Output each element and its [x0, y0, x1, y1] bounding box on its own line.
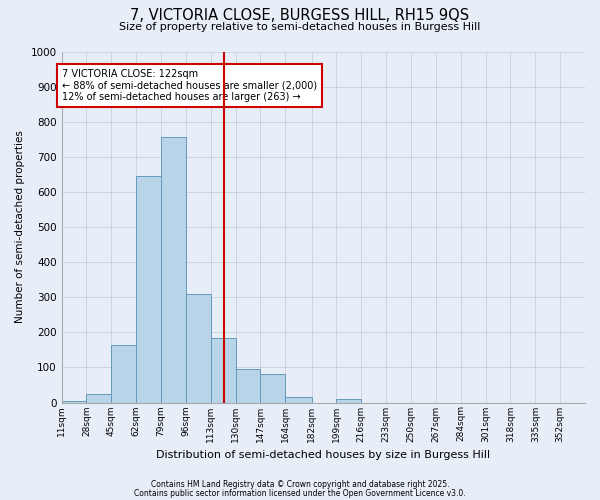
Text: Contains public sector information licensed under the Open Government Licence v3: Contains public sector information licen… [134, 488, 466, 498]
Bar [136, 176, 161, 402]
Bar [86, 394, 111, 402]
Bar [285, 397, 311, 402]
Bar [211, 338, 236, 402]
Text: 7, VICTORIA CLOSE, BURGESS HILL, RH15 9QS: 7, VICTORIA CLOSE, BURGESS HILL, RH15 9Q… [130, 8, 470, 22]
Bar [111, 344, 136, 403]
Text: 7 VICTORIA CLOSE: 122sqm
← 88% of semi-detached houses are smaller (2,000)
12% o: 7 VICTORIA CLOSE: 122sqm ← 88% of semi-d… [62, 69, 317, 102]
X-axis label: Distribution of semi-detached houses by size in Burgess Hill: Distribution of semi-detached houses by … [156, 450, 490, 460]
Text: Contains HM Land Registry data © Crown copyright and database right 2025.: Contains HM Land Registry data © Crown c… [151, 480, 449, 489]
Bar [260, 374, 285, 402]
Text: Size of property relative to semi-detached houses in Burgess Hill: Size of property relative to semi-detach… [119, 22, 481, 32]
Bar [62, 401, 86, 402]
Bar [186, 294, 211, 403]
Bar [161, 138, 186, 402]
Bar [236, 369, 260, 402]
Bar [337, 399, 361, 402]
Y-axis label: Number of semi-detached properties: Number of semi-detached properties [15, 130, 25, 324]
